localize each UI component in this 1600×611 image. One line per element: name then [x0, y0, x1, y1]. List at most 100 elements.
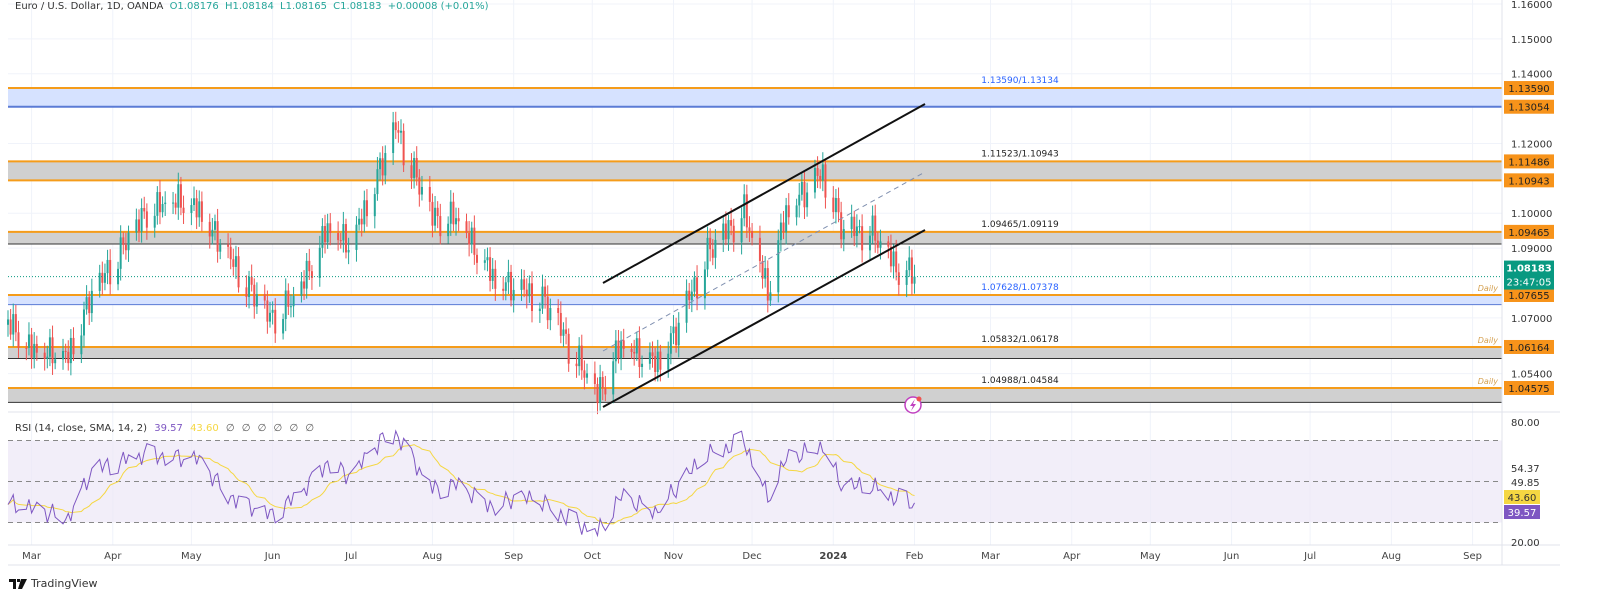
candle[interactable] — [237, 246, 240, 293]
candle[interactable] — [402, 123, 405, 173]
candle[interactable] — [630, 343, 633, 359]
candle[interactable] — [415, 146, 418, 186]
channel-upper-line[interactable] — [602, 103, 926, 284]
candle[interactable] — [179, 176, 182, 216]
candle[interactable] — [758, 225, 761, 273]
candle[interactable] — [153, 203, 156, 238]
rsi-legend[interactable]: RSI (14, close, SMA, 14, 2) 39.57 43.60 … — [15, 423, 316, 434]
candle[interactable] — [538, 302, 541, 323]
candle[interactable] — [98, 264, 101, 298]
candle[interactable] — [381, 146, 384, 186]
candle[interactable] — [601, 371, 604, 401]
candle[interactable] — [455, 207, 458, 236]
candle[interactable] — [177, 172, 180, 220]
channel-lower-line[interactable] — [602, 229, 926, 408]
candle[interactable] — [905, 260, 908, 298]
symbol-title[interactable]: Euro / U.S. Dollar, 1D, OANDA — [15, 1, 164, 12]
candle[interactable] — [48, 328, 51, 367]
candle[interactable] — [685, 279, 688, 333]
candle[interactable] — [355, 216, 358, 262]
candle[interactable] — [494, 260, 497, 301]
candle[interactable] — [274, 298, 277, 343]
candle[interactable] — [292, 286, 295, 318]
candle[interactable] — [889, 234, 892, 273]
candle[interactable] — [271, 301, 274, 325]
candle[interactable] — [861, 214, 864, 263]
candle[interactable] — [410, 153, 413, 189]
candle[interactable] — [397, 121, 400, 143]
candle[interactable] — [227, 233, 230, 259]
candle[interactable] — [876, 232, 879, 254]
candle[interactable] — [578, 337, 581, 376]
sr-zone[interactable]: 1.07628/1.07378 Daily — [8, 283, 1502, 306]
candle[interactable] — [109, 249, 112, 295]
candle[interactable] — [913, 264, 916, 294]
candle[interactable] — [468, 221, 471, 257]
candle[interactable] — [287, 283, 290, 316]
candle[interactable] — [567, 328, 570, 372]
candle[interactable] — [764, 256, 767, 288]
candle[interactable] — [782, 210, 785, 240]
candle[interactable] — [502, 276, 505, 301]
candle[interactable] — [200, 191, 203, 232]
candle[interactable] — [489, 247, 492, 292]
candle[interactable] — [651, 341, 654, 368]
candle[interactable] — [62, 338, 65, 370]
sr-zone-band[interactable] — [8, 294, 1502, 305]
candle[interactable] — [798, 182, 801, 218]
sr-zone[interactable]: 1.09465/1.09119 — [8, 220, 1502, 245]
candle[interactable] — [373, 187, 376, 229]
candle[interactable] — [504, 277, 507, 301]
candle[interactable] — [420, 175, 423, 201]
sr-zone-band[interactable] — [8, 346, 1502, 359]
candle[interactable] — [887, 236, 890, 259]
candle[interactable] — [512, 278, 515, 313]
candle[interactable] — [824, 158, 827, 209]
trend-channel-drawings[interactable] — [602, 103, 926, 408]
candle[interactable] — [677, 312, 680, 358]
candle[interactable] — [305, 253, 308, 299]
candle[interactable] — [431, 193, 434, 238]
candle[interactable] — [620, 331, 623, 371]
candle[interactable] — [748, 216, 751, 243]
candle[interactable] — [318, 235, 321, 287]
candle[interactable] — [250, 264, 253, 292]
candle[interactable] — [195, 189, 198, 230]
candle[interactable] — [234, 245, 237, 279]
candle[interactable] — [122, 232, 125, 255]
candle[interactable] — [384, 145, 387, 185]
candle[interactable] — [30, 327, 33, 369]
candle[interactable] — [565, 317, 568, 345]
candle[interactable] — [358, 207, 361, 231]
candle[interactable] — [541, 274, 544, 314]
candle[interactable] — [777, 229, 780, 303]
candle[interactable] — [140, 198, 143, 243]
candle[interactable] — [145, 203, 148, 240]
candle[interactable] — [119, 225, 122, 281]
candle[interactable] — [819, 169, 822, 189]
candle[interactable] — [575, 351, 578, 378]
candle[interactable] — [418, 169, 421, 207]
candle[interactable] — [229, 237, 232, 270]
sr-zone-band[interactable] — [8, 231, 1502, 244]
candle[interactable] — [321, 218, 324, 258]
candle[interactable] — [871, 205, 874, 244]
candle[interactable] — [622, 328, 625, 358]
candle[interactable] — [347, 237, 350, 265]
candle[interactable] — [688, 282, 691, 310]
candle[interactable] — [363, 190, 366, 233]
candle[interactable] — [106, 249, 109, 285]
candle[interactable] — [101, 261, 104, 296]
candle[interactable] — [785, 197, 788, 245]
candle[interactable] — [473, 215, 476, 265]
candle[interactable] — [656, 339, 659, 382]
candle[interactable] — [727, 214, 730, 251]
candle[interactable] — [85, 285, 88, 315]
candle[interactable] — [795, 198, 798, 226]
candle[interactable] — [769, 280, 772, 306]
candle[interactable] — [714, 229, 717, 269]
candle[interactable] — [580, 334, 583, 380]
candle[interactable] — [910, 249, 913, 296]
candle[interactable] — [638, 326, 641, 379]
